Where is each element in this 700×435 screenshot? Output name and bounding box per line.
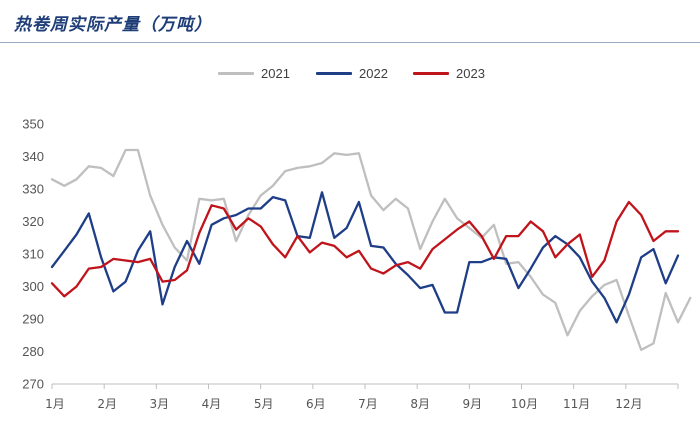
legend-item-2022: 2022 [316, 64, 388, 82]
series-line-2023 [50, 200, 680, 298]
legend-item-2023: 2023 [413, 64, 485, 82]
legend-label-2023: 2023 [456, 65, 485, 81]
y-tick-label: 340 [22, 149, 44, 164]
x-tick-label: 4月 [202, 397, 222, 411]
y-tick-label: 310 [22, 247, 44, 262]
y-tick-label: 270 [22, 377, 44, 392]
x-tick-label: 11月 [563, 397, 590, 411]
legend-label-2021: 2021 [261, 65, 290, 81]
x-tick-label: 9月 [463, 397, 483, 411]
y-tick-label: 330 [22, 182, 44, 197]
title-divider [0, 42, 700, 43]
x-tick-label: 6月 [306, 397, 326, 411]
y-tick-label: 350 [22, 117, 44, 132]
y-tick-label: 280 [22, 344, 44, 359]
y-tick-label: 290 [22, 312, 44, 327]
y-tick-label: 320 [22, 214, 44, 229]
x-tick-label: 3月 [150, 397, 170, 411]
legend-label-2022: 2022 [359, 65, 388, 81]
legend-swatch-2021 [218, 71, 254, 75]
x-tick-label: 1月 [45, 397, 65, 411]
y-tick-label: 300 [22, 279, 44, 294]
x-tick-label: 8月 [410, 397, 430, 411]
chart-legend: 2021 2022 2023 [0, 64, 700, 82]
series-line-2021 [50, 148, 692, 352]
x-tick-label: 7月 [358, 397, 378, 411]
x-tick-label: 5月 [254, 397, 274, 411]
x-tick-label: 12月 [615, 397, 642, 411]
x-tick-label: 10月 [511, 397, 538, 411]
legend-swatch-2022 [316, 71, 352, 75]
legend-swatch-2023 [413, 71, 449, 75]
x-tick-label: 2月 [97, 397, 117, 411]
chart-title: 热卷周实际产量（万吨） [14, 15, 212, 35]
series-line-2022 [50, 191, 680, 324]
legend-item-2021: 2021 [218, 64, 290, 82]
